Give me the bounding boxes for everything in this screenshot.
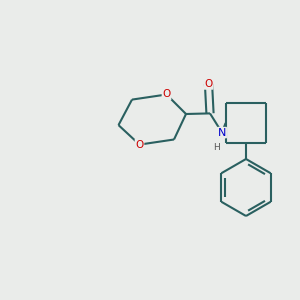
Text: H: H — [213, 142, 220, 152]
Text: N: N — [218, 128, 226, 138]
Text: O: O — [204, 79, 213, 89]
Text: O: O — [162, 89, 171, 100]
Text: O: O — [135, 140, 144, 150]
